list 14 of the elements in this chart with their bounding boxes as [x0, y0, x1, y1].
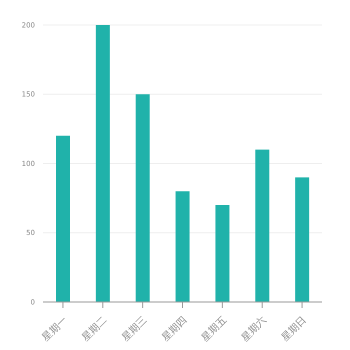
x-tick-label: 星期六 — [239, 314, 269, 344]
bar — [56, 136, 70, 302]
x-tick-label: 星期二 — [80, 314, 110, 344]
bar — [176, 191, 190, 302]
x-tick-label: 星期日 — [279, 314, 309, 344]
x-tick-label: 星期一 — [40, 314, 70, 344]
bar — [255, 150, 270, 302]
bar — [96, 25, 110, 302]
bar — [295, 177, 310, 302]
x-tick-label: 星期三 — [120, 314, 150, 344]
bar — [136, 94, 150, 302]
x-tick-label: 星期五 — [199, 314, 230, 344]
bar — [215, 205, 230, 302]
x-tick-label: 星期四 — [159, 314, 190, 344]
